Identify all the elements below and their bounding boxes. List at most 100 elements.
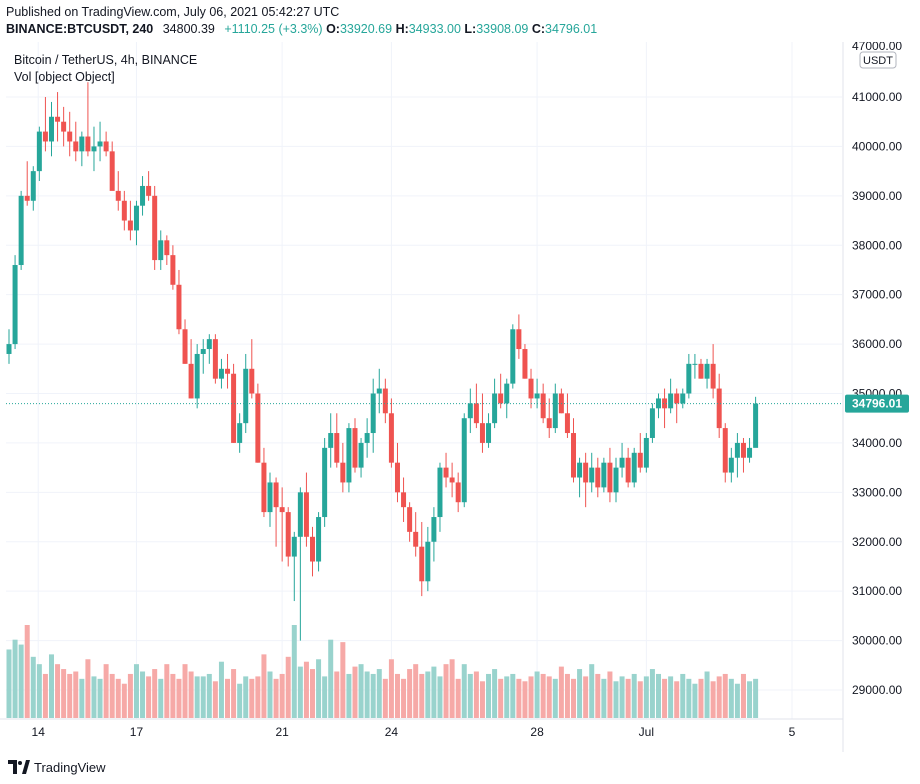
candle bbox=[261, 447, 267, 518]
candle-body bbox=[303, 492, 309, 537]
volume-bar bbox=[625, 678, 631, 718]
candle-body bbox=[388, 413, 394, 463]
volume-bar bbox=[243, 676, 249, 718]
candle bbox=[376, 368, 382, 414]
candle bbox=[279, 487, 285, 562]
high-label: H: bbox=[395, 22, 409, 36]
candle bbox=[662, 388, 668, 429]
volume-bar bbox=[48, 654, 54, 718]
candle bbox=[225, 353, 231, 389]
candle-body bbox=[115, 190, 121, 201]
candle bbox=[388, 398, 394, 468]
volume-bar bbox=[218, 661, 224, 718]
candle bbox=[473, 383, 479, 429]
candle-body bbox=[686, 363, 692, 394]
volume-bar bbox=[382, 678, 388, 718]
candle bbox=[571, 418, 577, 483]
volume-bar bbox=[510, 673, 516, 718]
candle bbox=[18, 190, 24, 270]
volume-bar bbox=[61, 669, 67, 718]
candle-body bbox=[740, 442, 746, 458]
candle bbox=[443, 452, 449, 488]
candle-body bbox=[182, 329, 188, 364]
candle bbox=[734, 433, 740, 478]
candle bbox=[61, 106, 67, 147]
candle-body bbox=[152, 195, 158, 261]
volume-bar bbox=[698, 678, 704, 718]
candle-body bbox=[334, 433, 340, 463]
currency-badge-label: USDT bbox=[863, 55, 893, 67]
volume-bar bbox=[18, 644, 24, 718]
volume-bar bbox=[206, 673, 212, 718]
candle bbox=[516, 314, 522, 359]
candle-body bbox=[564, 413, 570, 434]
candle-body bbox=[473, 403, 479, 424]
candle bbox=[170, 245, 176, 290]
volume-bar bbox=[388, 659, 394, 718]
volume-bar bbox=[449, 659, 455, 718]
candle bbox=[668, 378, 674, 414]
volume-bar bbox=[103, 664, 109, 718]
chart-legend-title: Bitcoin / TetherUS, 4h, BINANCE bbox=[14, 53, 198, 67]
volume-bar bbox=[753, 678, 759, 718]
candle bbox=[680, 388, 686, 409]
candle-body bbox=[492, 393, 498, 424]
volume-bar bbox=[674, 681, 680, 718]
volume-bar bbox=[619, 676, 625, 718]
candle bbox=[504, 378, 510, 419]
volume-bar bbox=[67, 673, 73, 718]
volume-bar bbox=[734, 683, 740, 718]
chart-grid bbox=[6, 42, 842, 719]
candle-body bbox=[510, 329, 516, 384]
candle bbox=[206, 334, 212, 364]
time-axis[interactable]: 14 17 21 24 28 Jul 5 bbox=[0, 718, 843, 739]
footer-bar: TradingView bbox=[0, 752, 920, 784]
candle-body bbox=[6, 344, 12, 354]
candle-body bbox=[643, 437, 649, 468]
candle-body bbox=[467, 403, 473, 419]
volume-bar bbox=[728, 678, 734, 718]
candle-body bbox=[437, 467, 443, 518]
volume-bar bbox=[73, 671, 79, 718]
volume-bar bbox=[79, 678, 85, 718]
volume-bar bbox=[407, 669, 413, 718]
candle bbox=[686, 353, 692, 399]
open-value: 33920.69 bbox=[339, 22, 393, 36]
candle bbox=[322, 437, 328, 527]
volume-bar bbox=[225, 678, 231, 718]
candle-body bbox=[218, 368, 224, 379]
candle bbox=[273, 477, 279, 547]
candle bbox=[358, 437, 364, 478]
volume-bar bbox=[413, 664, 419, 718]
candle bbox=[710, 344, 716, 399]
candle-body bbox=[722, 428, 728, 473]
volume-bar bbox=[455, 678, 461, 718]
candle-body bbox=[261, 462, 267, 513]
volume-bar bbox=[146, 676, 152, 718]
volume-bar bbox=[595, 673, 601, 718]
candle-body bbox=[133, 205, 139, 231]
volume-bar bbox=[479, 681, 485, 718]
candle bbox=[212, 334, 218, 384]
volume-bar bbox=[231, 669, 237, 718]
candle bbox=[188, 339, 194, 399]
candle bbox=[340, 442, 346, 493]
volume-bar bbox=[607, 671, 613, 718]
volume-bar bbox=[12, 639, 18, 718]
candle-body bbox=[249, 368, 255, 394]
y-tick-label: 38000.00 bbox=[852, 238, 902, 252]
price-chart[interactable]: 29000.00 30000.00 31000.00 32000.00 33000.00… bbox=[0, 42, 920, 752]
candle bbox=[218, 358, 224, 389]
low-label: L: bbox=[464, 22, 477, 36]
candle-body bbox=[394, 462, 400, 493]
candle-body bbox=[255, 393, 261, 463]
candle bbox=[231, 363, 237, 443]
currency-badge bbox=[859, 51, 897, 69]
volume-bar bbox=[747, 681, 753, 718]
open-label: O: bbox=[326, 22, 340, 36]
price-axis[interactable]: 29000.00 30000.00 31000.00 32000.00 33000.00… bbox=[842, 42, 909, 752]
candle-body bbox=[698, 363, 704, 379]
volume-bar bbox=[140, 671, 146, 718]
candle bbox=[437, 462, 443, 532]
volume-bar bbox=[704, 671, 710, 718]
